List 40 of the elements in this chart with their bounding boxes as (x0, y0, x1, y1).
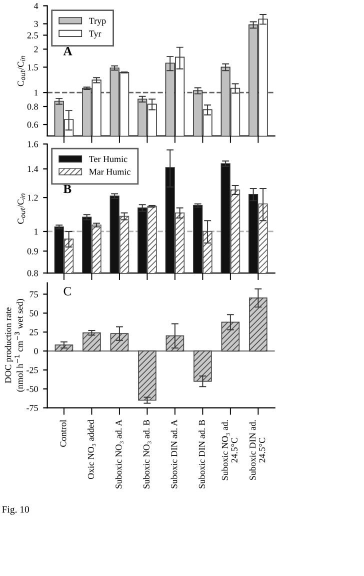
annotation: C (64, 287, 71, 296)
y-tick-label: 0.6 (27, 122, 38, 128)
y-tick-label: 1.4 (28, 166, 38, 172)
y-tick-label: -75 (26, 405, 38, 412)
y-tick-label: 2 (34, 46, 38, 52)
y-tick-label: 4 (34, 2, 38, 9)
x-tick-label: Suboxic DIN ad. B (198, 420, 205, 488)
x-tick-label: Suboxic DIN ad. 24.5°C (249, 420, 266, 480)
y-axis-title: C$_{out}$/C$_{in}$ (18, 194, 26, 224)
annotation: B (63, 184, 72, 194)
legend-label: Mar Humic (89, 168, 130, 175)
y-tick-label: 1.6 (28, 141, 38, 148)
x-tick-label: Suboxic DIN ad. A (170, 420, 178, 488)
y-tick-label: 1 (34, 228, 38, 235)
x-tick-label: Oxic NO₃ added (88, 420, 96, 480)
x-tick-label: Suboxic NO₃ ad. A (115, 420, 124, 488)
y-tick-label: 1.5 (28, 64, 38, 70)
y-tick-label: 1 (34, 90, 38, 96)
y-tick-label: 3 (34, 20, 38, 27)
y-tick-label: 1.2 (28, 194, 38, 201)
y-tick-label: 2.5 (27, 32, 38, 38)
y-axis-title: C$_{out}$/C$_{in}$ (18, 56, 26, 86)
y-tick-label: 0 (34, 348, 38, 354)
y-tick-label: -25 (26, 367, 38, 374)
y-axis-title: DOC production rate (nmol h$^{−1}$ cm$^{−3}$ wet sed) (4, 298, 25, 392)
legend-label: Tyr (89, 30, 102, 39)
y-tick-label: 25 (30, 329, 38, 336)
caption: Fig. 10 (2, 506, 29, 515)
y-tick-label: 0.8 (27, 270, 38, 276)
annotation: A (63, 46, 72, 56)
y-tick-label: -50 (26, 386, 38, 392)
y-tick-label: 75 (30, 291, 38, 298)
x-tick-label: Suboxic NO₃ ad. 24.5°C (222, 420, 238, 480)
y-tick-label: 50 (30, 310, 38, 316)
x-tick-label: Control (60, 420, 66, 447)
legend-label: Tryp (89, 18, 106, 26)
y-tick-label: 0.8 (27, 104, 38, 110)
y-tick-label: 0.9 (27, 248, 38, 254)
x-tick-label: Suboxic NO₃ ad. B (143, 420, 152, 488)
legend-label: Ter Humic (89, 156, 128, 162)
